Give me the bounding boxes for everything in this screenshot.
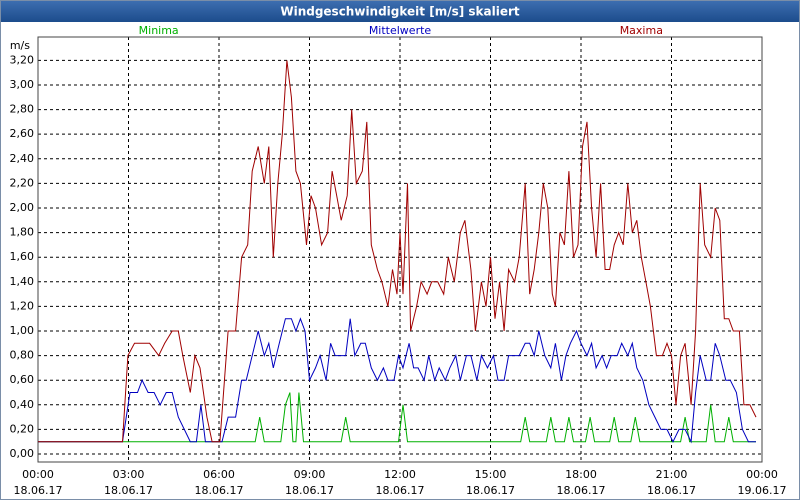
data-line: [38, 317, 756, 444]
y-tick-label: 2,20: [10, 176, 35, 189]
y-tick-label: 0,00: [10, 447, 35, 460]
y-tick-label: 3,20: [10, 53, 35, 66]
x-tick-date: 19.06.17: [738, 484, 787, 497]
y-tick-label: 0,60: [10, 373, 35, 386]
chart-title: Windgeschwindigkeit [m/s] skaliert: [280, 5, 520, 19]
y-tick-label: 1,20: [10, 299, 35, 312]
x-tick-label: 21:00: [656, 468, 688, 481]
x-tick-date: 18.06.17: [647, 484, 696, 497]
legend-label: Minima: [139, 24, 179, 37]
y-tick-label: 0,20: [10, 422, 35, 435]
x-tick-date: 18.06.17: [557, 484, 606, 497]
x-tick-label: 00:00: [22, 468, 54, 481]
y-tick-label: 1,00: [10, 324, 35, 337]
x-tick-date: 18.06.17: [104, 484, 153, 497]
x-tick-label: 00:00: [746, 468, 778, 481]
y-tick-label: 3,00: [10, 78, 35, 91]
y-tick-label: 0,80: [10, 349, 35, 362]
x-tick-date: 18.06.17: [376, 484, 425, 497]
y-tick-label: 2,60: [10, 127, 35, 140]
y-axis-unit: m/s: [10, 39, 30, 52]
y-tick-label: 2,00: [10, 201, 35, 214]
plot-frame: [37, 36, 763, 463]
y-tick-label: 1,80: [10, 226, 35, 239]
x-tick-label: 18:00: [565, 468, 597, 481]
x-tick-date: 18.06.17: [195, 484, 244, 497]
x-tick-label: 09:00: [294, 468, 326, 481]
y-tick-label: 1,40: [10, 275, 35, 288]
y-tick-label: 2,80: [10, 103, 35, 116]
x-tick-date: 18.06.17: [285, 484, 334, 497]
y-tick-label: 1,60: [10, 250, 35, 263]
y-tick-label: 0,40: [10, 398, 35, 411]
x-tick-label: 06:00: [203, 468, 235, 481]
data-line: [38, 392, 756, 443]
x-tick-label: 03:00: [113, 468, 145, 481]
title-bar: [1, 1, 799, 22]
x-tick-date: 18.06.17: [466, 484, 515, 497]
x-tick-label: 15:00: [475, 468, 507, 481]
legend-label: Maxima: [620, 24, 663, 37]
x-tick-date: 18.06.17: [14, 484, 63, 497]
data-line: [38, 60, 757, 443]
y-tick-label: 2,40: [10, 152, 35, 165]
legend-label: Mittelwerte: [369, 24, 432, 37]
x-tick-label: 12:00: [384, 468, 416, 481]
